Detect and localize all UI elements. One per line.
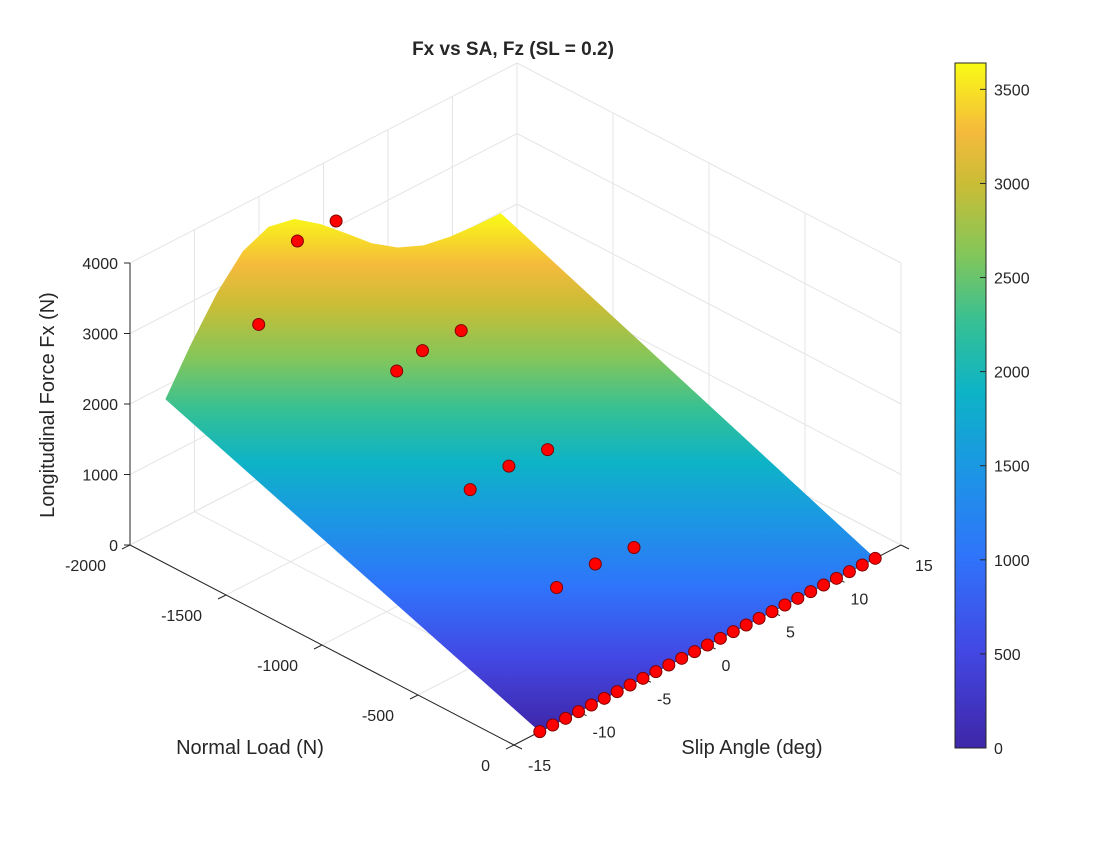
colorbar-tick-label: 1500	[994, 459, 1030, 476]
data-point	[541, 443, 555, 457]
z-axis-label: Longitudinal Force Fx (N)	[37, 292, 59, 518]
data-point	[855, 558, 869, 572]
chart-title: Fx vs SA, Fz (SL = 0.2)	[412, 39, 614, 60]
data-point	[817, 578, 831, 592]
data-point	[390, 364, 404, 378]
z-tick-label: 4000	[82, 256, 118, 273]
x-tick-label: -1500	[161, 608, 202, 625]
colorbar-gradient	[954, 62, 987, 749]
data-point	[636, 671, 650, 685]
x-tick	[505, 744, 515, 750]
axis-ticks: 0 1000 2000 3000 4000 -2000 -1500 -1000 -500 0 -15…	[65, 256, 933, 775]
colorbar-tick-label: 1000	[994, 553, 1030, 570]
y-tick	[513, 744, 523, 750]
x-tick-label: -2000	[65, 558, 106, 575]
data-point	[572, 705, 585, 719]
x-axis-label: Normal Load (N)	[176, 737, 324, 759]
z-tick-label: 3000	[82, 327, 118, 344]
y-axis-label: Slip Angle (deg)	[681, 737, 822, 759]
data-point	[804, 585, 818, 599]
z-tick-label: 2000	[82, 397, 118, 414]
data-point	[454, 324, 468, 338]
colorbar-tick-label: 0	[994, 741, 1003, 758]
z-tick-label: 1000	[82, 468, 118, 485]
data-point	[662, 658, 676, 672]
data-point	[739, 618, 753, 632]
x-tick	[409, 694, 419, 700]
data-point	[290, 234, 304, 248]
data-point	[791, 591, 805, 605]
x-tick-label: -1000	[257, 658, 298, 675]
z-tick-label: 0	[109, 538, 118, 555]
y-tick-label: 0	[722, 658, 731, 675]
data-point	[713, 631, 727, 645]
surface	[165, 213, 876, 732]
data-point	[416, 344, 429, 358]
data-point	[610, 685, 624, 699]
data-point	[830, 571, 843, 585]
data-point	[533, 725, 547, 739]
y-tick-label: -15	[528, 758, 551, 775]
data-point	[868, 551, 882, 565]
data-point	[649, 665, 663, 679]
data-point	[463, 483, 477, 497]
data-point	[546, 718, 560, 732]
data-point	[329, 214, 343, 228]
data-point	[559, 711, 573, 725]
y-tick-label: 5	[786, 625, 795, 642]
data-point	[597, 691, 611, 705]
colorbar-tick-label: 500	[994, 647, 1021, 664]
data-point	[765, 605, 779, 619]
colorbar-tick-label: 2000	[994, 365, 1030, 382]
x-tick	[217, 594, 227, 600]
y-tick-label: -10	[593, 725, 616, 742]
surface-mesh	[165, 213, 876, 732]
data-point	[675, 651, 689, 665]
data-point	[623, 678, 637, 692]
y-tick-label: -5	[657, 691, 671, 708]
data-point	[502, 459, 516, 473]
data-point	[778, 598, 792, 612]
x-tick	[313, 644, 323, 650]
data-point	[726, 625, 740, 639]
data-point	[842, 565, 856, 579]
colorbar[interactable]: 0 500 1000 1500 2000 2500 3000 3500	[954, 62, 1030, 758]
colorbar-tick-label: 3500	[994, 82, 1030, 99]
data-point	[584, 698, 598, 712]
data-points	[252, 214, 882, 739]
y-tick	[900, 544, 910, 550]
data-point	[688, 645, 702, 659]
x-tick-label: 0	[481, 758, 490, 775]
data-point	[627, 541, 641, 555]
x-tick	[121, 544, 131, 550]
x-tick-label: -500	[362, 708, 394, 725]
y-tick-label: 15	[915, 558, 933, 575]
data-point	[752, 611, 766, 625]
colorbar-tick-label: 2500	[994, 271, 1030, 288]
y-tick-label: 10	[851, 591, 869, 608]
data-point	[550, 581, 564, 595]
data-point	[588, 557, 602, 571]
data-point	[252, 317, 266, 331]
colorbar-tick-label: 3000	[994, 176, 1030, 193]
data-point	[701, 638, 714, 652]
